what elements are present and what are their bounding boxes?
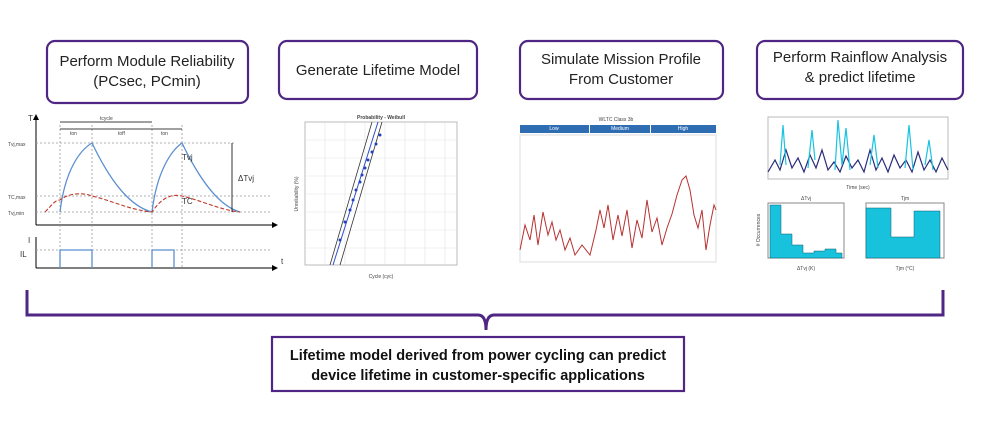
axis-label: # Occurrences — [756, 213, 762, 246]
point — [374, 142, 378, 146]
label: T — [28, 114, 33, 123]
junction-temp — [59, 142, 241, 213]
step-box — [755, 39, 965, 101]
grid — [305, 122, 457, 265]
histogram — [865, 207, 941, 259]
conclusion-text: device lifetime in customer-specific app… — [311, 368, 645, 384]
point — [343, 220, 347, 224]
label: ton — [70, 131, 77, 137]
step-box — [518, 39, 725, 101]
step-box — [45, 39, 250, 105]
phase-label: Low — [549, 126, 559, 132]
plot-area — [304, 121, 458, 266]
speed-line — [519, 175, 717, 257]
label: ΔTvj — [238, 174, 254, 183]
conclusion-text: Lifetime model derived from power cyclin… — [290, 348, 666, 364]
point — [360, 173, 364, 177]
plot-title: WLTC Class 3b — [599, 117, 634, 123]
point — [348, 208, 352, 212]
arrow — [33, 114, 39, 120]
label: TC — [182, 197, 193, 206]
point — [363, 166, 367, 170]
mission-profile-figure: WLTC Class 3b Low Medium High — [519, 117, 717, 263]
arrow — [272, 265, 278, 271]
label: Tvj — [182, 153, 193, 162]
arrow — [272, 222, 278, 228]
plot-title: Probability - Weibull — [357, 115, 406, 121]
fit-line — [329, 121, 373, 266]
label: I — [28, 236, 30, 245]
plot-area — [767, 116, 949, 180]
profile-line — [767, 147, 949, 174]
plot-area — [519, 134, 717, 263]
point — [354, 188, 358, 192]
axis-label: Cycle (cyc) — [369, 274, 394, 280]
label: Tvj,min — [8, 211, 24, 217]
hist-title: Tjm — [901, 196, 909, 202]
rainflow-figure: Time (sec) ΔTvj ΔTvj (K) Tjm Tjm (°C) # … — [756, 116, 949, 272]
phase-bar — [520, 125, 589, 133]
step-title: From Customer — [569, 71, 673, 88]
fit-line — [339, 121, 383, 266]
brace — [25, 290, 945, 331]
step-title: Simulate Mission Profile — [541, 51, 701, 68]
point — [370, 150, 374, 154]
conclusion-box — [270, 335, 686, 393]
histogram — [769, 204, 843, 259]
point — [358, 180, 362, 184]
axis-label: Tjm (°C) — [896, 266, 915, 272]
step-title: (PCsec, PCmin) — [93, 73, 201, 90]
label: ton — [161, 131, 168, 137]
point — [378, 133, 382, 137]
peak-line — [779, 119, 934, 171]
label: IL — [20, 250, 27, 259]
point — [351, 198, 355, 202]
phase-label: High — [678, 126, 689, 132]
step-title: Perform Rainflow Analysis — [773, 49, 947, 66]
point — [338, 238, 342, 242]
phase-bar — [590, 125, 650, 133]
power-cycling-figure: T t ton tcycle toff ton Tvj,max TC,max T… — [8, 114, 284, 271]
point — [366, 158, 370, 162]
axis-label: Time (sec) — [846, 185, 870, 191]
axis-label: ΔTvj (K) — [797, 266, 815, 272]
axis-label: Unreliability (%) — [294, 176, 300, 211]
phase-bar — [651, 125, 716, 133]
case-temp — [44, 193, 241, 213]
current-pulse — [59, 249, 175, 268]
phase-label: Medium — [611, 126, 629, 132]
weibull-figure: Probability - Weibull Cycle (cyc) Unreli… — [294, 115, 458, 280]
hist-title: ΔTvj — [801, 196, 811, 202]
label: toff — [118, 131, 125, 137]
step-title: Generate Lifetime Model — [296, 62, 460, 79]
step-box — [277, 39, 479, 101]
label: Tvj,max — [8, 142, 26, 148]
label: t — [281, 257, 284, 266]
step-title: & predict lifetime — [805, 69, 916, 86]
step-title: Perform Module Reliability — [59, 53, 235, 70]
label: tcycle — [100, 116, 113, 122]
label: TC,max — [8, 195, 26, 201]
